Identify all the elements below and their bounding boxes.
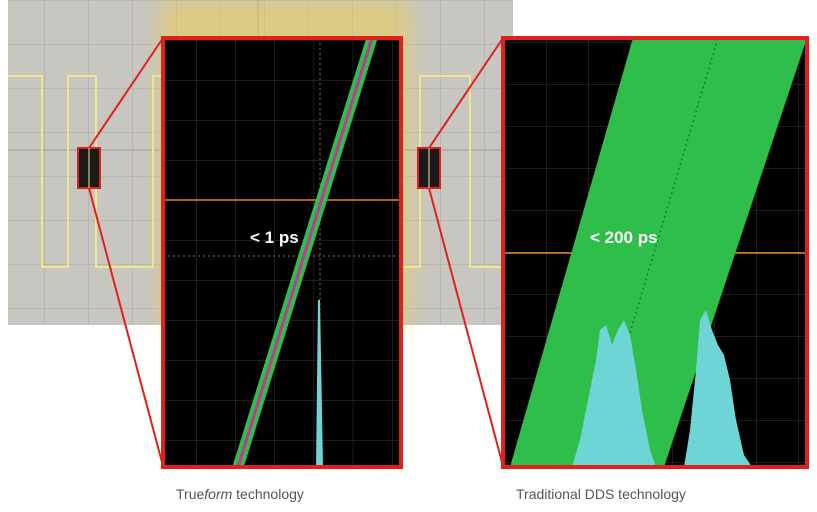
right-jitter-label: < 200 ps bbox=[590, 228, 658, 247]
zoom-connector-lines bbox=[88, 37, 504, 467]
caption-italic: form bbox=[204, 486, 233, 502]
trace-edge-inner bbox=[236, 37, 374, 468]
left-caption: Trueform technology bbox=[176, 486, 304, 502]
right-caption: Traditional DDS technology bbox=[516, 486, 686, 502]
histogram-wide bbox=[572, 310, 752, 467]
right-zoom-panel bbox=[501, 36, 809, 469]
histogram-narrow bbox=[316, 300, 323, 467]
left-zoom-panel bbox=[161, 36, 403, 469]
caption-prefix: True bbox=[176, 486, 205, 502]
caption-suffix: technology bbox=[232, 486, 304, 502]
trace-jitter-band bbox=[510, 38, 807, 467]
left-jitter-label: < 1 ps bbox=[250, 228, 299, 247]
